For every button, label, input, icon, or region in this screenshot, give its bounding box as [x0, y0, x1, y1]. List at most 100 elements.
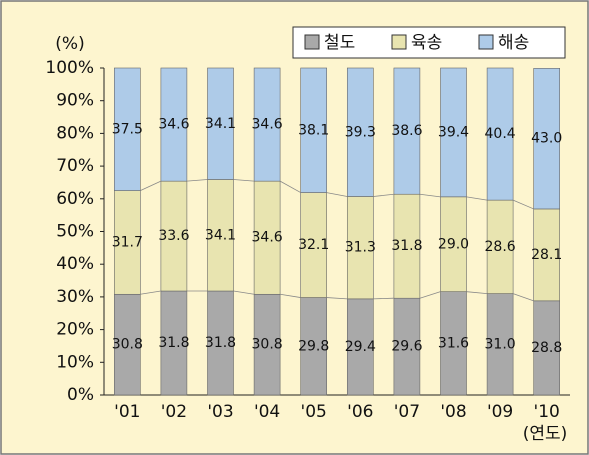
bar-segment — [486, 293, 514, 396]
y-tick-label: 10% — [56, 352, 94, 372]
y-tick-label: 50% — [56, 222, 94, 242]
bar-segment — [160, 67, 188, 182]
bar-segment — [207, 179, 234, 292]
value-label: 31.8 — [158, 335, 189, 351]
bar-segment — [440, 196, 467, 292]
value-label: 37.5 — [112, 121, 143, 137]
bar-segment — [346, 298, 374, 396]
bar-segment — [440, 291, 467, 396]
value-label: 31.6 — [438, 335, 469, 351]
value-label: 34.1 — [205, 116, 236, 132]
connector — [419, 193, 441, 198]
connector — [466, 196, 488, 201]
value-label: 38.6 — [391, 123, 422, 139]
value-label: 31.8 — [205, 335, 236, 351]
bar-segment — [253, 67, 281, 182]
bar-segment — [393, 67, 421, 195]
connector — [419, 291, 441, 299]
connector — [326, 297, 348, 300]
connector — [279, 180, 301, 193]
value-label: 32.1 — [298, 237, 329, 253]
connector — [373, 297, 394, 300]
bar-segment — [207, 290, 234, 396]
value-label: 33.6 — [158, 228, 189, 244]
value-label: 28.1 — [531, 247, 562, 263]
legend-swatch — [478, 34, 494, 50]
bar-segment — [393, 193, 421, 299]
connector — [373, 193, 394, 197]
value-label: 34.1 — [205, 227, 236, 243]
x-tick-label: '03 — [207, 402, 233, 422]
bar-segment — [486, 67, 514, 201]
value-label: 34.6 — [158, 117, 189, 133]
bar-segment — [253, 180, 281, 295]
x-tick-label: '01 — [114, 402, 140, 422]
bar-segment — [300, 192, 328, 298]
bar-segment — [533, 208, 561, 302]
y-tick-label: 70% — [56, 156, 94, 176]
value-label: 29.0 — [438, 236, 469, 252]
x-tick-label: '08 — [440, 402, 466, 422]
connector — [512, 199, 534, 210]
connector — [326, 192, 348, 197]
y-axis-label: (%) — [55, 34, 84, 54]
y-tick-label: 0% — [67, 385, 94, 405]
y-tick-label: 30% — [56, 287, 94, 307]
bar-segment — [253, 293, 281, 396]
value-label: 31.0 — [485, 336, 516, 352]
value-label: 34.6 — [252, 230, 283, 246]
value-label: 31.3 — [345, 240, 376, 256]
value-label: 28.8 — [531, 340, 562, 356]
x-tick-label: '04 — [254, 402, 280, 422]
bar-segment — [114, 293, 141, 396]
x-tick-label: '10 — [534, 402, 560, 422]
bar-segment — [346, 67, 374, 197]
value-label: 31.8 — [391, 238, 422, 254]
x-tick-label: '06 — [347, 402, 373, 422]
x-tick-label: '09 — [487, 402, 513, 422]
value-label: 34.6 — [252, 117, 283, 133]
connector — [280, 293, 301, 298]
legend-swatch — [391, 34, 407, 50]
bar-segment — [160, 290, 188, 396]
bar-segment — [533, 68, 561, 210]
bar-segment — [300, 297, 328, 396]
legend-label: 철도 — [324, 33, 355, 53]
value-label: 29.8 — [298, 338, 329, 354]
connector — [140, 290, 161, 295]
value-label: 28.6 — [485, 239, 516, 255]
value-label: 39.3 — [345, 124, 376, 140]
x-tick-label: '05 — [301, 402, 327, 422]
value-label: 29.4 — [345, 339, 376, 355]
value-label: 31.7 — [112, 234, 143, 250]
legend-label: 해송 — [498, 33, 529, 53]
y-tick-label: 90% — [56, 91, 94, 111]
legend-box — [292, 26, 566, 59]
connector — [186, 179, 208, 182]
bar-segment — [440, 67, 467, 198]
y-tick-label: 20% — [56, 320, 94, 340]
bar-segment — [207, 67, 234, 180]
x-axis-label: (연도) — [523, 424, 568, 444]
y-tick-label: 40% — [56, 254, 94, 274]
y-tick-label: 60% — [56, 189, 94, 209]
bar-segment — [114, 190, 141, 295]
value-label: 38.1 — [298, 122, 329, 138]
value-label: 30.8 — [112, 337, 143, 353]
value-label: 40.4 — [485, 126, 516, 142]
bar-segment — [114, 67, 141, 191]
bar-segment — [393, 297, 421, 396]
value-label: 30.8 — [252, 337, 283, 353]
x-tick-label: '02 — [161, 402, 187, 422]
value-label: 39.4 — [438, 124, 469, 140]
connector — [233, 179, 255, 182]
connector — [466, 291, 488, 295]
bar-segment — [160, 180, 188, 292]
legend-swatch — [304, 34, 320, 50]
y-tick-label: 100% — [45, 58, 94, 78]
connector — [512, 293, 534, 302]
value-label: 43.0 — [531, 131, 562, 147]
y-tick-label: 80% — [56, 123, 94, 143]
connector — [140, 180, 162, 191]
